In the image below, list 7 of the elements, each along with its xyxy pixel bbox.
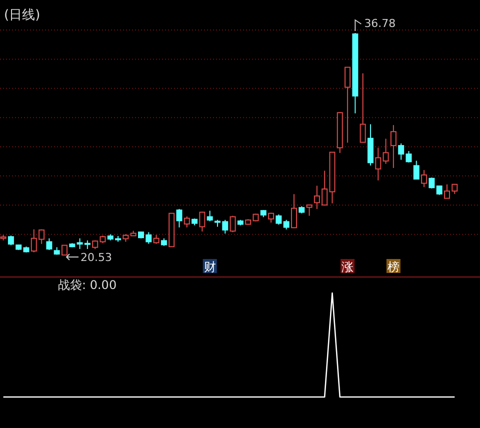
chart-title: (日线) <box>4 8 40 23</box>
annotation: 20.53 <box>80 251 112 264</box>
text: 榜 <box>387 260 400 274</box>
text: 36.78 <box>364 17 396 30</box>
text: 涨 <box>342 260 354 274</box>
text: 财 <box>204 260 216 274</box>
chart-title: 战袋: 0.00 <box>58 278 117 292</box>
